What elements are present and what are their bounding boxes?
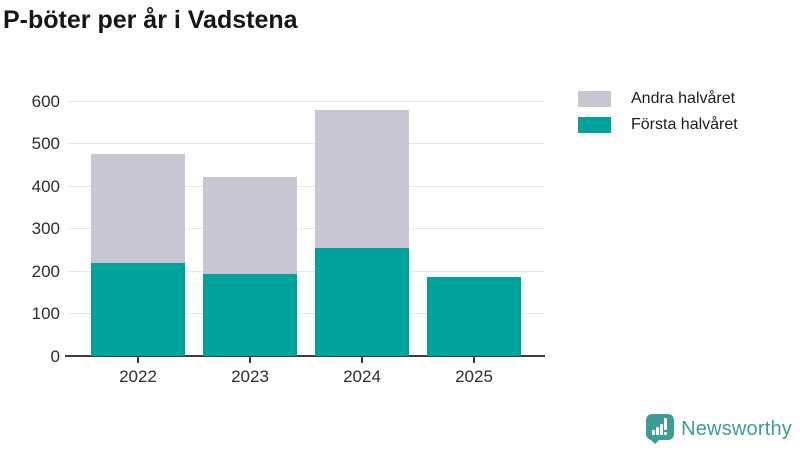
logo-bar-3 [660,424,664,435]
x-axis-tick-label-2022: 2022 [119,367,157,386]
logo-exclamation-dot [664,432,668,435]
legend-swatch-forsta-halvaret [578,117,611,133]
bar-segment-andra-halv-ret-2023 [203,176,297,274]
gridline-200 [68,270,545,272]
bar-2025 [427,101,521,356]
newsworthy-logo[interactable]: Newsworthy [646,414,792,445]
gridline-600 [68,100,545,102]
x-axis-line [65,355,545,357]
bar-segment-f-rsta-halv-ret-2025 [427,276,521,356]
gridline-400 [68,185,545,187]
x-axis-tick-2023 [249,357,251,363]
x-axis-tick-2022 [137,357,139,363]
legend-label-forsta-halvaret: Första halvåret [631,116,738,133]
gridline-500 [68,143,545,144]
x-axis-tick-label-2025: 2025 [455,367,493,386]
bar-chart-speech-bubble-icon [646,414,675,445]
legend-item-forsta-halvaret: Första halvåret [578,116,738,133]
bar-segment-f-rsta-halv-ret-2022 [91,262,185,356]
legend: Andra halvåret Första halvåret [578,90,738,143]
x-axis-tick-label-2024: 2024 [343,367,381,386]
y-axis-tick-label-200: 200 [31,261,60,281]
bar-segment-andra-halv-ret-2022 [91,154,185,263]
logo-exclamation-bar [664,418,668,430]
x-axis-tick-label-2023: 2023 [231,367,269,386]
y-axis-tick-label-300: 300 [31,219,60,238]
legend-label-andra-halvaret: Andra halvåret [631,90,736,107]
legend-swatch-andra-halvaret [578,91,611,107]
bar-segment-andra-halv-ret-2024 [315,110,409,249]
newsworthy-wordmark: Newsworthy [681,418,792,440]
bar-segment-f-rsta-halv-ret-2024 [315,248,409,356]
y-axis-tick-label-400: 400 [31,176,60,196]
gridline-300 [68,228,545,229]
bar-2023 [203,101,297,356]
legend-item-andra-halvaret: Andra halvåret [578,90,738,107]
x-axis-tick-2024 [361,357,363,363]
bar-2022 [91,101,185,356]
y-axis-tick-label-500: 500 [31,134,60,153]
plot-area: 0 100 200 300 400 500 600 2022 2023 2024 2025 [32,93,545,386]
logo-bar-2 [656,427,660,435]
bar-segment-f-rsta-halv-ret-2023 [203,273,297,356]
chart-title: P-böter per år i Vadstena [3,6,298,34]
x-axis-tick-2025 [473,357,475,363]
y-axis-tick-label-100: 100 [31,304,60,323]
logo-bar-1 [652,430,656,435]
gridline-100 [68,313,545,314]
bar-2024 [315,101,409,356]
y-axis-tick-label-0: 0 [50,346,60,366]
y-axis-tick-label-600: 600 [31,91,60,111]
